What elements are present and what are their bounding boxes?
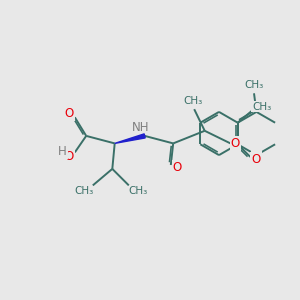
Text: NH: NH [132,121,150,134]
Text: H: H [58,145,67,158]
Text: O: O [65,149,74,163]
Text: CH₃: CH₃ [252,101,271,112]
Polygon shape [115,134,145,143]
Text: O: O [65,107,74,120]
Text: CH₃: CH₃ [244,80,264,90]
Text: O: O [173,161,182,174]
Text: O: O [251,153,260,166]
Text: CH₃: CH₃ [74,186,93,197]
Text: CH₃: CH₃ [183,96,202,106]
Text: O: O [252,151,261,164]
Text: O: O [231,137,240,150]
Text: CH₃: CH₃ [128,186,147,197]
